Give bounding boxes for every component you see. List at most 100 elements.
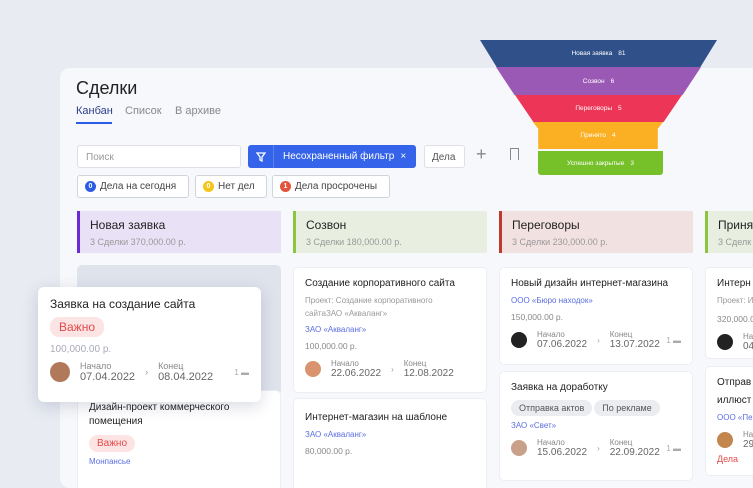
avatar bbox=[717, 432, 733, 448]
filter-icon bbox=[248, 145, 274, 168]
end-date: 22.09.2022 bbox=[609, 447, 660, 458]
search-input[interactable]: Поиск bbox=[77, 145, 241, 168]
avatar bbox=[511, 440, 527, 456]
avatar bbox=[305, 361, 321, 377]
column-header-call: Созвон 3 Сделки 180,000.00 р. bbox=[293, 211, 487, 253]
column-name: Созвон bbox=[306, 218, 347, 232]
tab-kanban[interactable]: Канбан bbox=[76, 105, 113, 117]
start-date: 29 bbox=[743, 439, 753, 450]
card-project: Проект: И bbox=[717, 296, 753, 305]
count-badge: 0 bbox=[203, 181, 214, 192]
funnel-stage: Новая заявка 81 bbox=[480, 40, 717, 67]
card-project: сайтаЗАО «Акваланг» bbox=[305, 309, 388, 318]
deal-card[interactable]: Заявка на доработку Отправка актов По рек… bbox=[499, 371, 693, 481]
column-name: Новая заявка bbox=[90, 218, 166, 232]
card-title: Создание корпоративного сайта bbox=[305, 278, 455, 289]
start-label: Начало bbox=[537, 330, 565, 339]
end-label: Конец bbox=[609, 330, 633, 339]
comments-count[interactable]: 1 ▬ bbox=[666, 335, 681, 345]
important-tag: Важно bbox=[50, 317, 105, 337]
company-link[interactable]: ООО «Пе bbox=[717, 413, 753, 422]
page-title: Сделки bbox=[76, 78, 138, 98]
deal-card[interactable]: Отправ иллюст ООО «Пе На 29 Дела bbox=[705, 366, 753, 476]
start-date: 04 bbox=[743, 341, 753, 352]
card-amount: 100,000.00 р. bbox=[50, 344, 112, 355]
avatar bbox=[511, 332, 527, 348]
end-label: Конец bbox=[609, 438, 633, 447]
tab-archive[interactable]: В архиве bbox=[175, 105, 221, 117]
filter-button[interactable]: Несохраненный фильтр × bbox=[248, 145, 416, 168]
deal-card[interactable]: Интерн Проект: И 320,000.0 На 04 bbox=[705, 267, 753, 359]
card-title: Дизайн-проект коммерческого bbox=[89, 402, 230, 413]
column-summary: 3 Сделки 180,000.00 р. bbox=[306, 237, 402, 247]
count-badge: 0 bbox=[85, 181, 96, 192]
tab-list[interactable]: Список bbox=[125, 105, 162, 117]
start-label: На bbox=[743, 430, 753, 439]
card-title: Заявка на доработку bbox=[511, 382, 608, 393]
start-label: На bbox=[743, 332, 753, 341]
comments-count[interactable]: 1 ▬ bbox=[666, 443, 681, 453]
funnel-stage: Успешно закрытые 3 bbox=[538, 151, 663, 175]
card-amount: 80,000.00 р. bbox=[305, 446, 353, 456]
card-title: Новый дизайн интернет-магазина bbox=[511, 278, 669, 289]
card-amount: 150,000.00 р. bbox=[511, 312, 563, 322]
column-name: Приня bbox=[718, 218, 753, 232]
deal-card[interactable]: Интернет-магазин на шаблоне ЗАО «Аквалан… bbox=[293, 398, 487, 488]
dragged-deal-card[interactable]: Заявка на создание сайта Важно 100,000.0… bbox=[38, 287, 261, 402]
funnel-stage: Созвон 6 bbox=[496, 67, 701, 95]
tag: Отправка актов bbox=[511, 400, 593, 416]
filter-label: Несохраненный фильтр bbox=[283, 151, 395, 162]
company-link[interactable]: ЗАО «Акваланг» bbox=[305, 430, 367, 439]
close-icon[interactable]: × bbox=[400, 151, 407, 162]
company-link[interactable]: Монпансье bbox=[89, 457, 131, 466]
start-date: 22.06.2022 bbox=[331, 368, 382, 379]
chip-label: Нет дел bbox=[218, 181, 255, 192]
card-project: Проект: Создание корпоративного bbox=[305, 296, 433, 305]
end-date: 12.08.2022 bbox=[403, 368, 454, 379]
bookmark-icon[interactable] bbox=[510, 148, 519, 160]
chip-no-tasks[interactable]: 0 Нет дел bbox=[195, 175, 267, 198]
deal-card[interactable]: Дизайн-проект коммерческого помещения Ва… bbox=[77, 390, 281, 488]
card-amount: 100,000.00 р. bbox=[305, 341, 357, 351]
company-link[interactable]: ЗАО «Свет» bbox=[511, 421, 557, 430]
important-tag: Важно bbox=[89, 435, 136, 452]
company-link[interactable]: ЗАО «Акваланг» bbox=[305, 325, 367, 334]
funnel-stage: Переговоры 5 bbox=[515, 95, 682, 122]
tag: По рекламе bbox=[594, 400, 660, 416]
chip-label: Дела на сегодня bbox=[100, 181, 177, 192]
start-label: Начало bbox=[80, 361, 112, 371]
start-date: 07.06.2022 bbox=[537, 339, 588, 350]
comments-count[interactable]: 1 ▬ bbox=[234, 367, 249, 377]
chevron-right-icon: › bbox=[597, 443, 600, 453]
start-date: 07.04.2022 bbox=[80, 371, 136, 383]
deal-card[interactable]: Новый дизайн интернет-магазина ООО «Бюро… bbox=[499, 267, 693, 365]
deal-card[interactable]: Создание корпоративного сайта Проект: Со… bbox=[293, 267, 487, 393]
end-date: 13.07.2022 bbox=[609, 339, 660, 350]
card-title: Интернет-магазин на шаблоне bbox=[305, 412, 448, 423]
card-title: Интерн bbox=[717, 278, 751, 289]
plus-icon[interactable]: + bbox=[476, 144, 487, 164]
chip-today[interactable]: 0 Дела на сегодня bbox=[77, 175, 189, 198]
card-title: Отправ bbox=[717, 377, 752, 388]
company-link[interactable]: ООО «Бюро находок» bbox=[511, 296, 593, 305]
column-summary: 3 Сделки 370,000.00 р. bbox=[90, 237, 186, 247]
column-header-negotiation: Переговоры 3 Сделки 230,000.00 р. bbox=[499, 211, 693, 253]
chevron-right-icon: › bbox=[145, 367, 149, 377]
tasks-button[interactable]: Дела bbox=[424, 145, 465, 168]
avatar bbox=[50, 362, 70, 382]
chevron-right-icon: › bbox=[597, 335, 600, 345]
chip-label: Дела просрочены bbox=[295, 181, 378, 192]
active-tab-indicator bbox=[76, 122, 112, 124]
card-title: Заявка на создание сайта bbox=[50, 297, 196, 311]
tasks-overdue-label: Дела bbox=[717, 454, 739, 464]
start-date: 15.06.2022 bbox=[537, 447, 588, 458]
card-amount: 320,000.0 bbox=[717, 314, 753, 324]
end-label: Конец bbox=[403, 359, 427, 368]
funnel-stage: Принято 4 bbox=[533, 122, 663, 149]
start-label: Начало bbox=[537, 438, 565, 447]
chip-overdue[interactable]: 1 Дела просрочены bbox=[272, 175, 390, 198]
end-date: 08.04.2022 bbox=[158, 371, 214, 383]
card-title: иллюст bbox=[717, 395, 752, 406]
avatar bbox=[717, 334, 733, 350]
end-label: Конец bbox=[158, 361, 184, 371]
